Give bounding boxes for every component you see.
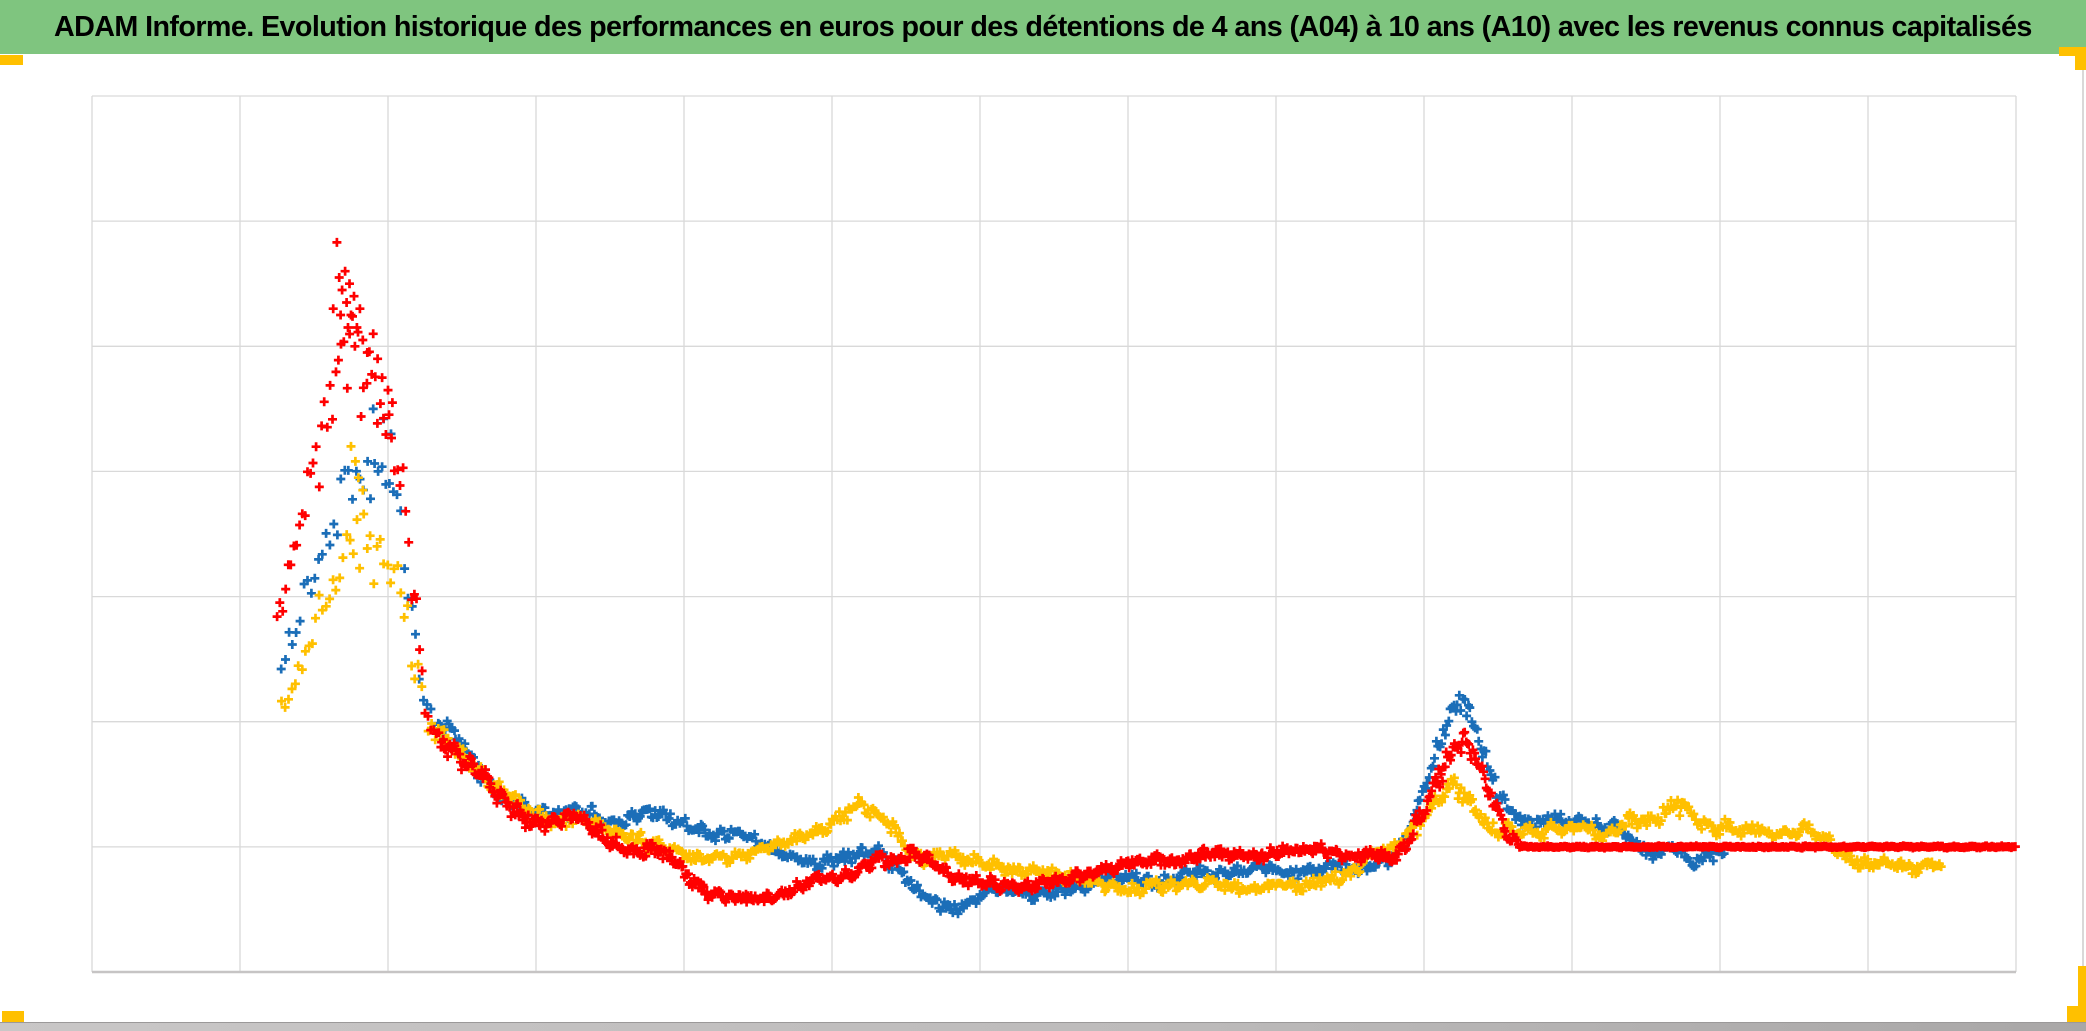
accent-right-edge-strip xyxy=(2078,966,2086,1024)
horizontal-scrollbar[interactable] xyxy=(0,1022,2086,1031)
page-title: ADAM Informe. Evolution historique des p… xyxy=(54,10,2032,43)
accent-corner-bracket-horizontal xyxy=(2059,47,2086,56)
title-bar: ADAM Informe. Evolution historique des p… xyxy=(0,0,2086,54)
accent-corner-bracket-vertical xyxy=(2075,47,2086,70)
series-red-points xyxy=(272,237,2020,907)
right-edge-divider xyxy=(2082,56,2084,1022)
gridlines xyxy=(91,95,2017,973)
series-yellow-points xyxy=(277,441,1946,900)
accent-bottom-right-marker xyxy=(2067,1006,2086,1026)
accent-top-left-marker xyxy=(0,55,23,65)
